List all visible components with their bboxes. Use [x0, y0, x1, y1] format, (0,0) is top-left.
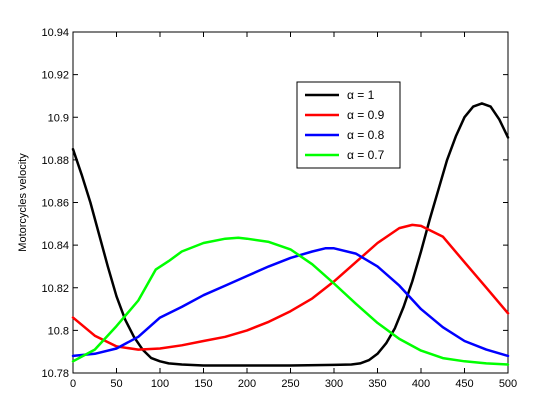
series-layer	[71, 102, 510, 367]
y-tick-label: 10.9	[48, 112, 69, 124]
y-tick-label: 10.86	[41, 198, 69, 210]
x-tick-label: 100	[151, 378, 169, 390]
y-axis-label: Motorcycles velocity	[17, 153, 29, 252]
x-tick-label: 0	[70, 378, 76, 390]
series-line-3	[71, 247, 510, 358]
legend-label-2: α = 0.9	[347, 108, 385, 122]
y-tick-label: 10.78	[41, 368, 69, 380]
x-tick-label: 200	[238, 378, 256, 390]
x-tick-label: 500	[499, 378, 517, 390]
x-tick-label: 250	[281, 378, 299, 390]
y-tick-label: 10.88	[41, 155, 69, 167]
x-tick-label: 300	[325, 378, 343, 390]
y-tick-label: 10.82	[41, 283, 69, 295]
x-tick-label: 400	[412, 378, 430, 390]
y-tick-label: 10.92	[41, 70, 69, 82]
legend-label-3: α = 0.8	[347, 128, 385, 142]
x-tick-label: 50	[110, 378, 122, 390]
x-tick-label: 450	[455, 378, 473, 390]
legend-label-4: α = 0.7	[347, 148, 385, 162]
series-line-4	[71, 236, 510, 366]
legend-label-1: α = 1	[347, 88, 375, 102]
legend: α = 1 α = 0.9 α = 0.8 α = 0.7	[296, 81, 401, 169]
y-tick-label: 10.94	[41, 27, 69, 39]
y-tick-label: 10.84	[41, 240, 69, 252]
x-tick-label: 350	[368, 378, 386, 390]
y-axis: 10.78 10.8 10.82 10.84 10.86 10.88 10.9 10.92 10…	[41, 27, 508, 380]
y-tick-label: 10.8	[48, 325, 69, 337]
x-tick-label: 150	[194, 378, 212, 390]
series-line-2	[71, 223, 510, 351]
x-axis: 0 50 100 150 200 250 300 350 400 450 500	[70, 32, 517, 390]
legend-box	[296, 81, 401, 169]
